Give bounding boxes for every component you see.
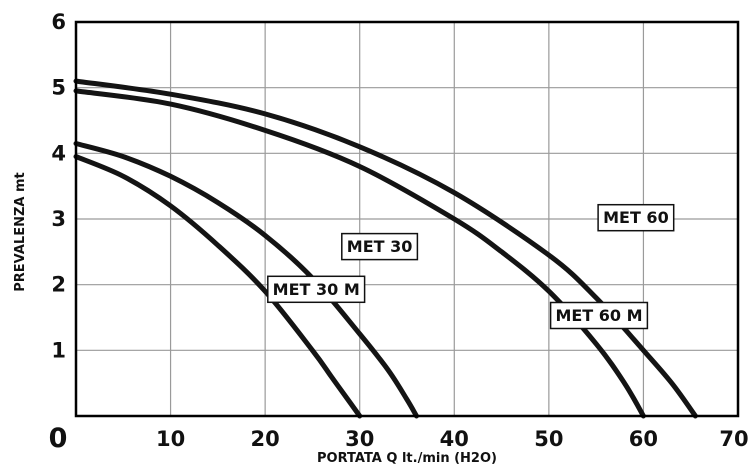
curve-met-60	[73, 78, 698, 419]
x-origin-label: 0	[49, 423, 68, 454]
y-tick-label: 5	[51, 76, 66, 100]
curves	[73, 78, 698, 419]
x-tick-label: 20	[251, 427, 280, 451]
curve-met-60-m	[73, 88, 646, 419]
x-tick-label: 70	[719, 427, 748, 451]
x-tick-label: 50	[534, 427, 563, 451]
x-tick-label: 30	[345, 427, 374, 451]
x-tick-label: 60	[629, 427, 658, 451]
label-box	[549, 301, 649, 330]
label-met-30-m: MET 30 M	[267, 275, 366, 304]
y-tick-label: 4	[51, 141, 66, 165]
label-text: MET 30	[347, 237, 413, 256]
label-met-60-m: MET 60 M	[549, 301, 649, 330]
label-text: MET 60	[603, 208, 669, 227]
plot-frame	[74, 20, 740, 418]
y-tick-label: 6	[51, 10, 66, 34]
x-tick-labels: 10 20 30 40 50 60 70	[156, 427, 749, 451]
y-tick-label: 2	[51, 273, 66, 297]
label-text: MET 30 M	[273, 280, 360, 299]
label-text: MET 60 M	[555, 306, 642, 325]
curve-met-30-m	[73, 154, 363, 419]
label-met-60: MET 60	[597, 203, 675, 232]
x-axis-title: PORTATA Q lt./min (H2O)	[317, 451, 497, 466]
x-tick-label: 40	[440, 427, 469, 451]
label-box	[341, 232, 419, 261]
curve-met-30	[73, 141, 419, 419]
x-tick-label: 10	[156, 427, 185, 451]
label-met-30: MET 30	[341, 232, 419, 261]
series-labels: MET 30 M MET 30 MET 60 M MET 60	[267, 203, 675, 330]
y-tick-label: 3	[51, 207, 66, 231]
label-box	[267, 275, 366, 304]
y-axis-title: PREVALENZA mt	[13, 172, 28, 291]
y-tick-label: 1	[51, 338, 66, 362]
y-tick-labels: 1 2 3 4 5 6	[51, 10, 66, 362]
label-box	[597, 203, 675, 232]
